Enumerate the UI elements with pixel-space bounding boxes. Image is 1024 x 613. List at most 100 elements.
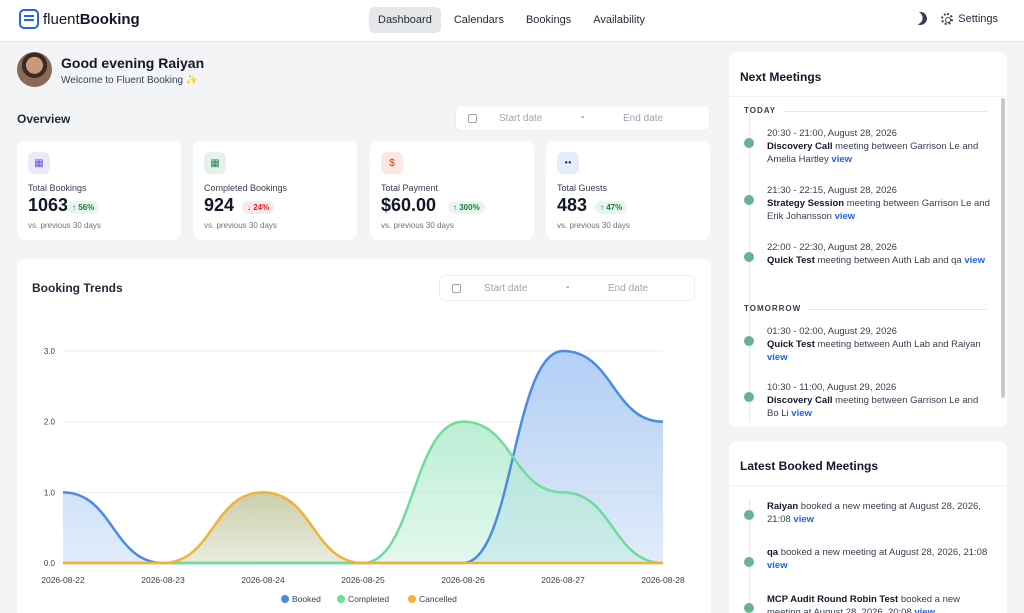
greeting-title: Good evening Raiyan xyxy=(61,55,205,71)
meeting-item: 22:00 - 22:30, August 28, 2026 Quick Tes… xyxy=(767,241,992,267)
meeting-item: 20:30 - 21:00, August 28, 2026 Discovery… xyxy=(767,127,992,166)
calendar-icon xyxy=(468,114,477,123)
date-separator: - xyxy=(581,112,585,123)
booked-view-link[interactable]: view xyxy=(914,607,935,613)
legend-label: Completed xyxy=(348,594,389,604)
brand-logo[interactable]: fluentBooking xyxy=(19,9,140,29)
trends-start-date-input[interactable]: Start date xyxy=(484,283,528,294)
trends-date-range-picker[interactable]: Start date - End date xyxy=(439,275,695,301)
timeline-dot xyxy=(744,557,754,567)
settings-label: Settings xyxy=(958,12,998,25)
logo-icon xyxy=(19,9,39,29)
x-tick-label: 2026-08-23 xyxy=(141,575,185,585)
booking-trends-card: 0.0 1.0 2.0 3.0 2026-08-22 2026-08-23 2026-08-… xyxy=(17,259,711,613)
meeting-description: meeting between Auth Lab and Raiyan xyxy=(814,339,981,350)
avatar xyxy=(17,52,52,87)
booked-view-link[interactable]: view xyxy=(767,560,788,571)
stat-label: Total Guests xyxy=(557,183,608,193)
booked-view-link[interactable]: view xyxy=(793,514,815,525)
stat-value: 483 xyxy=(557,195,588,215)
meeting-view-link[interactable]: view xyxy=(767,352,788,363)
stat-value: $60.00 xyxy=(381,195,437,215)
next-meetings-panel: Next Meetings TODAY 20:30 - 21:00, Augus… xyxy=(729,52,1007,427)
next-meetings-scrollbar[interactable] xyxy=(1001,98,1005,398)
x-tick-label: 2026-08-24 xyxy=(241,575,285,585)
stat-comparison: vs. previous 30 days xyxy=(557,221,630,230)
meeting-time: 01:30 - 02:00, August 29, 2026 xyxy=(767,326,897,337)
top-right-actions: Settings xyxy=(914,12,998,25)
stat-card-total-payment: $ Total Payment $60.00 ↑ 300% vs. previo… xyxy=(370,141,534,240)
meeting-item: 10:30 - 11:00, August 29, 2026 Discovery… xyxy=(767,381,992,420)
calendar-check-icon: ▦ xyxy=(204,152,226,174)
meeting-view-link[interactable]: view xyxy=(964,255,985,266)
stat-card-completed-bookings: ▦ Completed Bookings 924 ↓ 24% vs. previ… xyxy=(193,141,357,240)
stat-label: Total Bookings xyxy=(28,183,87,193)
divider xyxy=(783,111,987,112)
greeting-subtitle: Welcome to Fluent Booking ✨ xyxy=(61,75,199,86)
meeting-time: 22:00 - 22:30, August 28, 2026 xyxy=(767,242,897,253)
meeting-name: Quick Test xyxy=(767,339,815,350)
next-meetings-title: Next Meetings xyxy=(740,70,822,84)
divider xyxy=(807,309,987,310)
meeting-time: 10:30 - 11:00, August 29, 2026 xyxy=(767,382,897,393)
latest-booked-panel: Latest Booked Meetings Raiyan booked a n… xyxy=(729,441,1007,613)
booked-item: Raiyan booked a new meeting at August 28… xyxy=(767,500,992,526)
y-tick-label: 2.0 xyxy=(44,418,56,427)
timeline-dot xyxy=(744,336,754,346)
meeting-view-link[interactable]: view xyxy=(791,408,812,419)
x-tick-label: 2026-08-25 xyxy=(341,575,385,585)
brand-name-bold: Booking xyxy=(79,10,140,28)
day-label-today: TODAY xyxy=(744,106,777,115)
meeting-description: meeting between Auth Lab and qa xyxy=(814,255,965,266)
nav-calendars[interactable]: Calendars xyxy=(453,14,504,26)
trends-end-date-input[interactable]: End date xyxy=(608,283,649,294)
stat-icon-glyph: $ xyxy=(389,157,395,169)
legend-marker xyxy=(337,595,345,603)
dollar-icon: $ xyxy=(381,152,403,174)
stat-comparison: vs. previous 30 days xyxy=(28,221,101,230)
booker-name: qa xyxy=(767,547,779,558)
timeline-dot xyxy=(744,603,754,613)
top-navigation-bar: fluentBooking Dashboard Calendars Bookin… xyxy=(0,0,1024,42)
timeline-dot xyxy=(744,252,754,262)
meeting-view-link[interactable]: view xyxy=(831,154,853,165)
nav-dashboard[interactable]: Dashboard xyxy=(369,7,441,33)
meeting-time: 21:30 - 22:15, August 28, 2026 xyxy=(767,185,897,196)
meeting-name: Discovery Call xyxy=(767,141,833,152)
x-tick-label: 2026-08-22 xyxy=(41,575,85,585)
series-line-completed xyxy=(62,420,664,565)
overview-end-date-input[interactable]: End date xyxy=(623,113,664,124)
booker-name: MCP Audit Round Robin Test xyxy=(767,594,899,605)
timeline-line xyxy=(749,102,750,422)
latest-booked-title: Latest Booked Meetings xyxy=(740,459,879,473)
meeting-item: 01:30 - 02:00, August 29, 2026 Quick Tes… xyxy=(767,325,992,364)
booked-description: booked a new meeting at August 28, 2026,… xyxy=(767,594,961,613)
stat-label: Completed Bookings xyxy=(204,183,288,193)
booked-item: MCP Audit Round Robin Test booked a new … xyxy=(767,593,992,613)
stat-icon-glyph: ▦ xyxy=(210,157,220,169)
main-nav: Dashboard Calendars Bookings Availabilit… xyxy=(369,7,654,33)
meeting-description: meeting between Garrison Le and Bo Li xyxy=(767,395,979,419)
meeting-view-link[interactable]: view xyxy=(834,211,856,222)
overview-start-date-input[interactable]: Start date xyxy=(499,113,543,124)
settings-button[interactable]: Settings xyxy=(941,12,998,25)
series-line-cancelled xyxy=(62,491,663,565)
stat-label: Total Payment xyxy=(381,183,439,193)
calendar-icon: ▦ xyxy=(28,152,50,174)
nav-availability[interactable]: Availability xyxy=(593,14,646,26)
meeting-name: Strategy Session xyxy=(767,198,845,209)
timeline-dot xyxy=(744,510,754,520)
y-tick-label: 1.0 xyxy=(44,488,56,497)
x-tick-label: 2026-08-27 xyxy=(541,575,585,585)
legend-label: Cancelled xyxy=(419,594,457,604)
x-tick-label: 2026-08-26 xyxy=(441,575,485,585)
meeting-time: 20:30 - 21:00, August 28, 2026 xyxy=(767,128,897,139)
overview-date-range-picker[interactable]: Start date - End date xyxy=(455,105,710,131)
stat-value: 924 xyxy=(204,195,235,215)
stat-trend-badge: ↑ 56% xyxy=(67,201,100,214)
dark-mode-moon-icon[interactable] xyxy=(912,10,929,27)
nav-bookings[interactable]: Bookings xyxy=(525,14,572,26)
legend-label: Booked xyxy=(292,594,321,604)
booked-description: booked a new meeting at August 28, 2026,… xyxy=(778,547,988,558)
brand-name-light: fluent xyxy=(43,10,80,28)
